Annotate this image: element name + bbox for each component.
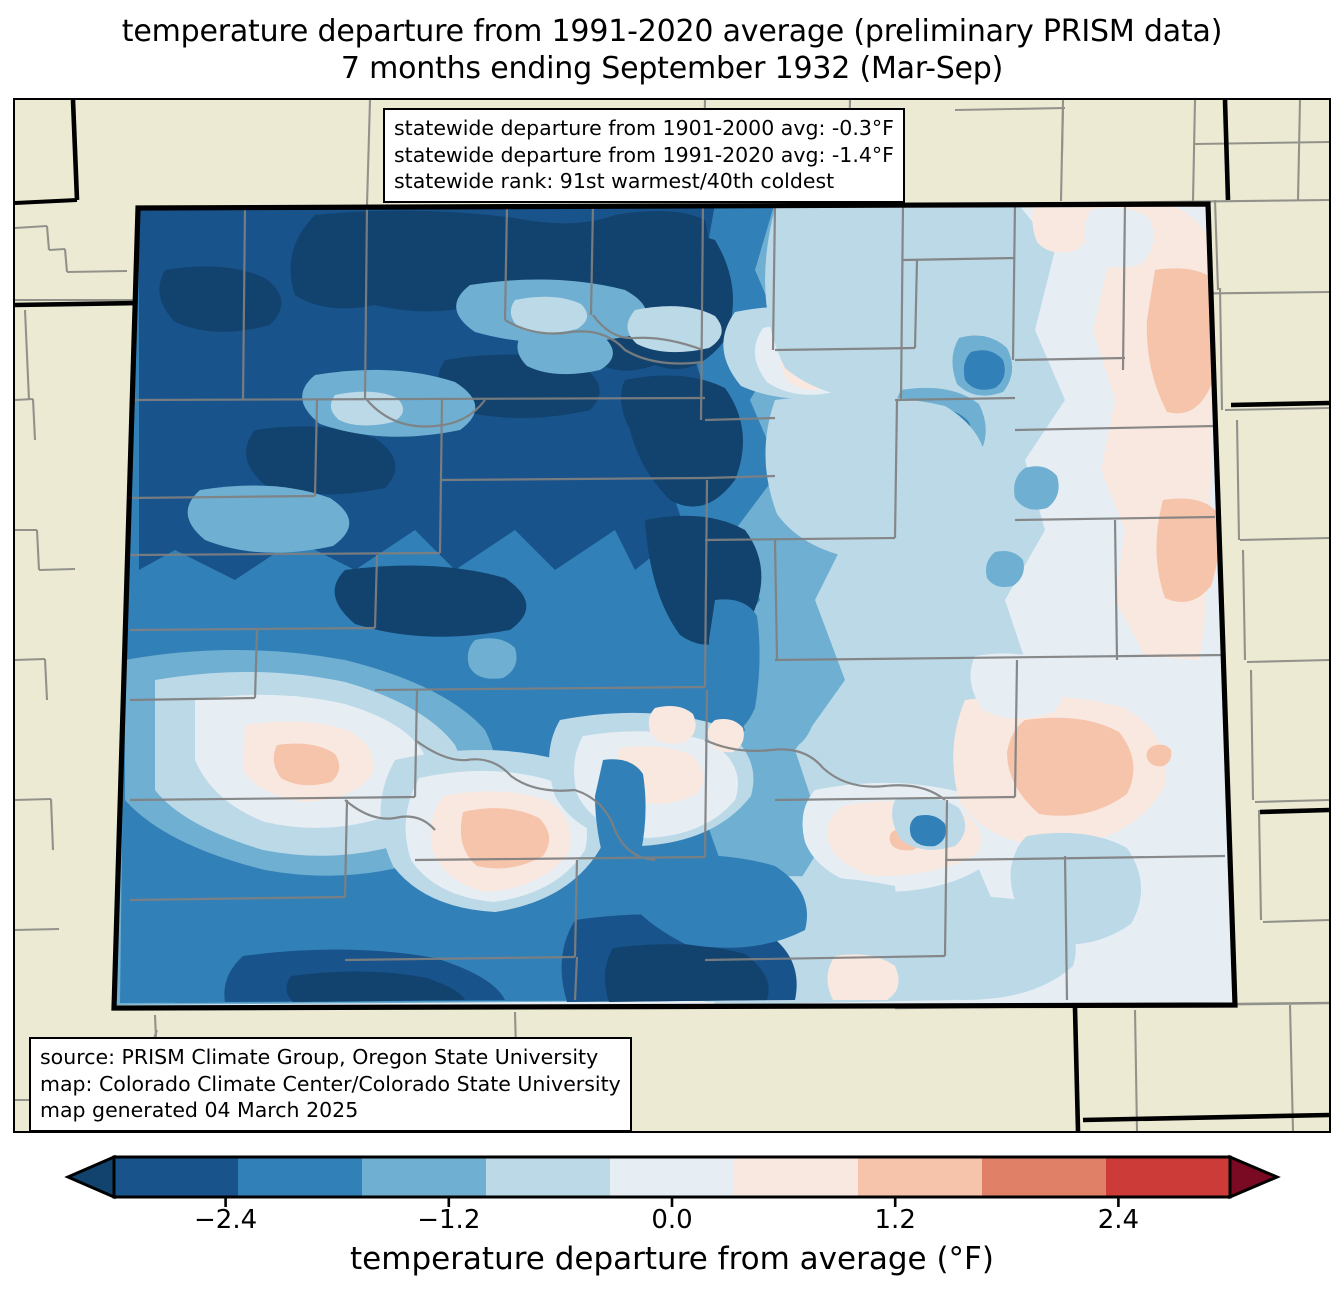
colorbar-band [114, 1157, 239, 1197]
colorbar-extend-max [1228, 1154, 1281, 1200]
source-line: source: PRISM Climate Group, Oregon Stat… [40, 1045, 599, 1069]
colorbar-extend-min [64, 1154, 116, 1200]
source-credits-box: source: PRISM Climate Group, Oregon Stat… [29, 1037, 632, 1132]
colorbar-band [982, 1157, 1107, 1197]
colorbar-tick-label: −2.4 [194, 1205, 258, 1235]
neighbor-state-borders [15, 100, 1329, 1131]
colorbar-tick-label: −1.2 [417, 1205, 481, 1235]
stat-departure-1991-2020: statewide departure from 1991-2020 avg: … [394, 142, 894, 167]
page-title: temperature departure from 1991-2020 ave… [0, 14, 1344, 87]
statewide-stats-box: statewide departure from 1901-2000 avg: … [383, 108, 905, 203]
colorbar-band [486, 1157, 611, 1197]
contour-band [1025, 204, 1219, 660]
stat-departure-1901-2000: statewide departure from 1901-2000 avg: … [394, 116, 894, 140]
colorbar-ticks [224, 1197, 1120, 1207]
colorbar-bands [64, 1154, 1281, 1200]
colorbar-band [362, 1157, 487, 1197]
colorbar-band [1106, 1157, 1231, 1197]
contour-band [595, 599, 818, 874]
colorbar-band [858, 1157, 983, 1197]
colorbar-band [734, 1157, 859, 1197]
stat-statewide-rank: statewide rank: 91st warmest/40th coldes… [394, 169, 835, 194]
map-credit-line: map: Colorado Climate Center/Colorado St… [40, 1071, 621, 1096]
map-generated-line: map generated 04 March 2025 [40, 1098, 359, 1123]
title-line-2: 7 months ending September 1932 (Mar-Sep) [340, 50, 1004, 86]
colorado-state-border [111, 201, 1238, 1011]
map-graphic [15, 100, 1329, 1131]
contour-band [172, 855, 807, 1003]
map-panel [13, 98, 1331, 1133]
contour-band [467, 638, 744, 753]
colorbar-band [610, 1157, 735, 1197]
colorbar: −2.4 −1.2 0.0 1.2 2.4 temperature departure … [0, 1149, 1344, 1299]
colorbar-tick-label: 0.0 [651, 1205, 693, 1235]
colorbar-axis-label: temperature departure from average (°F) [350, 1241, 994, 1277]
colorbar-tick-label: 2.4 [1097, 1205, 1140, 1235]
colorbar-band [238, 1157, 363, 1197]
colorado-county-lines [129, 204, 1226, 1001]
temperature-departure-field [114, 204, 1235, 1008]
title-line-1: temperature departure from 1991-2020 ave… [121, 14, 1223, 49]
colorbar-tick-label: 1.2 [874, 1205, 916, 1235]
colorbar-graphic [64, 1154, 1281, 1207]
contour-band [380, 750, 607, 912]
